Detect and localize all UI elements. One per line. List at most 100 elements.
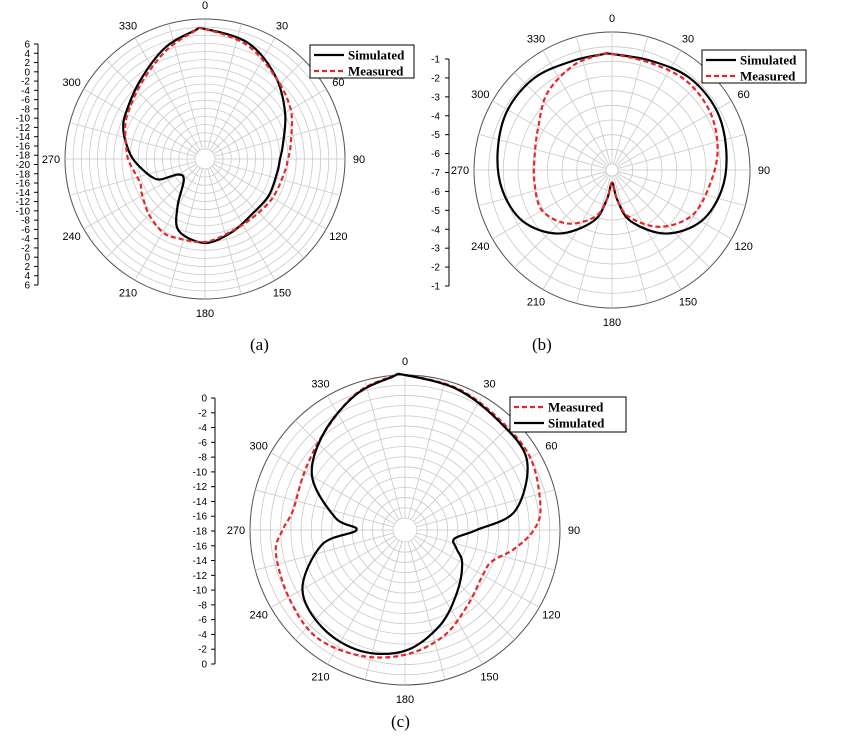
- series-measured-line: [274, 372, 542, 659]
- grid-spoke: [514, 173, 609, 268]
- angle-label: 240: [62, 231, 80, 243]
- radial-tick-label: 6: [24, 281, 30, 292]
- radial-tick-label: -6: [431, 149, 440, 160]
- angle-label: 330: [119, 21, 137, 33]
- angle-label: 30: [276, 21, 288, 33]
- grid-spoke: [415, 535, 540, 608]
- caption-b: (b): [532, 335, 552, 354]
- angle-label: 180: [196, 308, 214, 320]
- radial-tick-label: 0: [24, 67, 30, 78]
- grid-spoke: [614, 50, 682, 166]
- series-measured-line: [532, 51, 719, 228]
- angle-label: 150: [480, 671, 498, 683]
- angle-label: 330: [311, 379, 329, 391]
- angle-label: 90: [568, 525, 580, 537]
- grid-spoke: [295, 420, 397, 522]
- polar-plot-b: 0 30 60 90 120 150 180 210 240 270 300 330 -1 -2 -3 -4 -…: [431, 13, 807, 329]
- grid-spoke: [69, 161, 196, 196]
- radial-tick-label: -10: [16, 206, 31, 217]
- radial-tick-label: -18: [16, 151, 31, 162]
- radial-tick-label: -1: [431, 55, 440, 66]
- grid-spoke: [613, 175, 649, 304]
- grid-spoke: [255, 489, 394, 528]
- angle-label: 0: [402, 356, 408, 368]
- series-simulated-line: [301, 372, 529, 656]
- grid-spoke: [492, 100, 608, 168]
- radial-tick-label: -2: [21, 77, 30, 88]
- angle-label: 60: [738, 89, 750, 101]
- angle-label: 270: [42, 154, 60, 166]
- angle-label: 300: [249, 441, 267, 453]
- grid-spoke: [514, 72, 609, 167]
- radial-tick-label: -16: [16, 141, 31, 152]
- grid-spoke: [542, 50, 610, 166]
- radial-tick-label: -14: [193, 497, 208, 508]
- legend-label-measured: Measured: [548, 400, 604, 415]
- grid-spoke: [615, 72, 710, 167]
- radial-tick-label: -3: [431, 92, 440, 103]
- radial-tick-label: 0: [201, 394, 207, 405]
- grid-spoke: [255, 532, 394, 571]
- radial-tick-label: -2: [198, 645, 207, 656]
- grid-spoke: [407, 380, 446, 519]
- grid-spoke: [327, 395, 400, 520]
- radial-tick-label: -5: [431, 130, 440, 141]
- angle-label: 30: [682, 33, 694, 45]
- grid-spoke: [213, 163, 327, 230]
- radial-tick-label: -1: [431, 282, 440, 293]
- radial-tick-label: -12: [16, 197, 31, 208]
- grid-spoke: [416, 532, 555, 571]
- grid-spoke: [614, 174, 682, 290]
- grid-ring: [392, 517, 418, 543]
- grid-spoke: [616, 172, 732, 240]
- radial-tick-label: -16: [16, 179, 31, 190]
- grid-spoke: [105, 59, 199, 153]
- radial-tick-label: -7: [431, 168, 440, 179]
- angle-label: 0: [202, 0, 208, 12]
- grid-spoke: [270, 535, 395, 608]
- angle-label: 240: [249, 610, 267, 622]
- radial-tick-label: -10: [193, 586, 208, 597]
- radial-tick-label: -4: [21, 234, 30, 245]
- radial-tick-label: -6: [431, 187, 440, 198]
- radial-tick-label: -10: [193, 467, 208, 478]
- angle-label: 90: [758, 165, 770, 177]
- polar-plot-c: 0 30 60 90 120 150 180 210 240 270 300 330 0 -2 -4 -6 -8…: [193, 356, 627, 706]
- radial-tick-label: -14: [16, 188, 31, 199]
- radial-tick-label: -4: [21, 86, 30, 97]
- radial-tick-label: -3: [431, 244, 440, 255]
- angle-label: 120: [329, 231, 347, 243]
- grid-spoke: [69, 122, 196, 157]
- radial-tick-label: 0: [201, 660, 207, 671]
- legend-label-simulated: Simulated: [740, 53, 797, 68]
- polar-plot-a: 03060901201501802102402703003306420-2-4-…: [16, 0, 415, 320]
- grid-spoke: [83, 88, 197, 155]
- angle-label: 330: [527, 33, 545, 45]
- radial-tick-label: -8: [198, 600, 207, 611]
- legend-box: [309, 44, 415, 79]
- legend-box: [509, 396, 627, 433]
- angle-label: 180: [396, 694, 414, 706]
- grid-spoke: [542, 174, 610, 290]
- radial-tick-label: -6: [21, 225, 30, 236]
- radial-tick-label: -18: [193, 527, 208, 538]
- angle-label: 180: [603, 317, 621, 329]
- radial-tick-label: 6: [24, 40, 30, 51]
- grid-spoke: [407, 541, 446, 680]
- radial-tick-label: -16: [193, 512, 208, 523]
- grid-spoke: [364, 380, 403, 519]
- radial-tick-label: -6: [198, 438, 207, 449]
- radial-tick-label: -12: [193, 571, 208, 582]
- radial-tick-label: 2: [24, 262, 30, 273]
- radial-tick-label: -2: [21, 243, 30, 254]
- angle-label: 120: [734, 241, 752, 253]
- grid-spoke: [616, 100, 732, 168]
- grid-spoke: [617, 171, 746, 207]
- grid-spoke: [413, 420, 515, 522]
- grid-spoke: [270, 452, 395, 525]
- grid-spoke: [575, 175, 611, 304]
- grid-spoke: [615, 173, 710, 268]
- legend-label-simulated: Simulated: [548, 416, 605, 431]
- legend-label-measured: Measured: [348, 64, 404, 79]
